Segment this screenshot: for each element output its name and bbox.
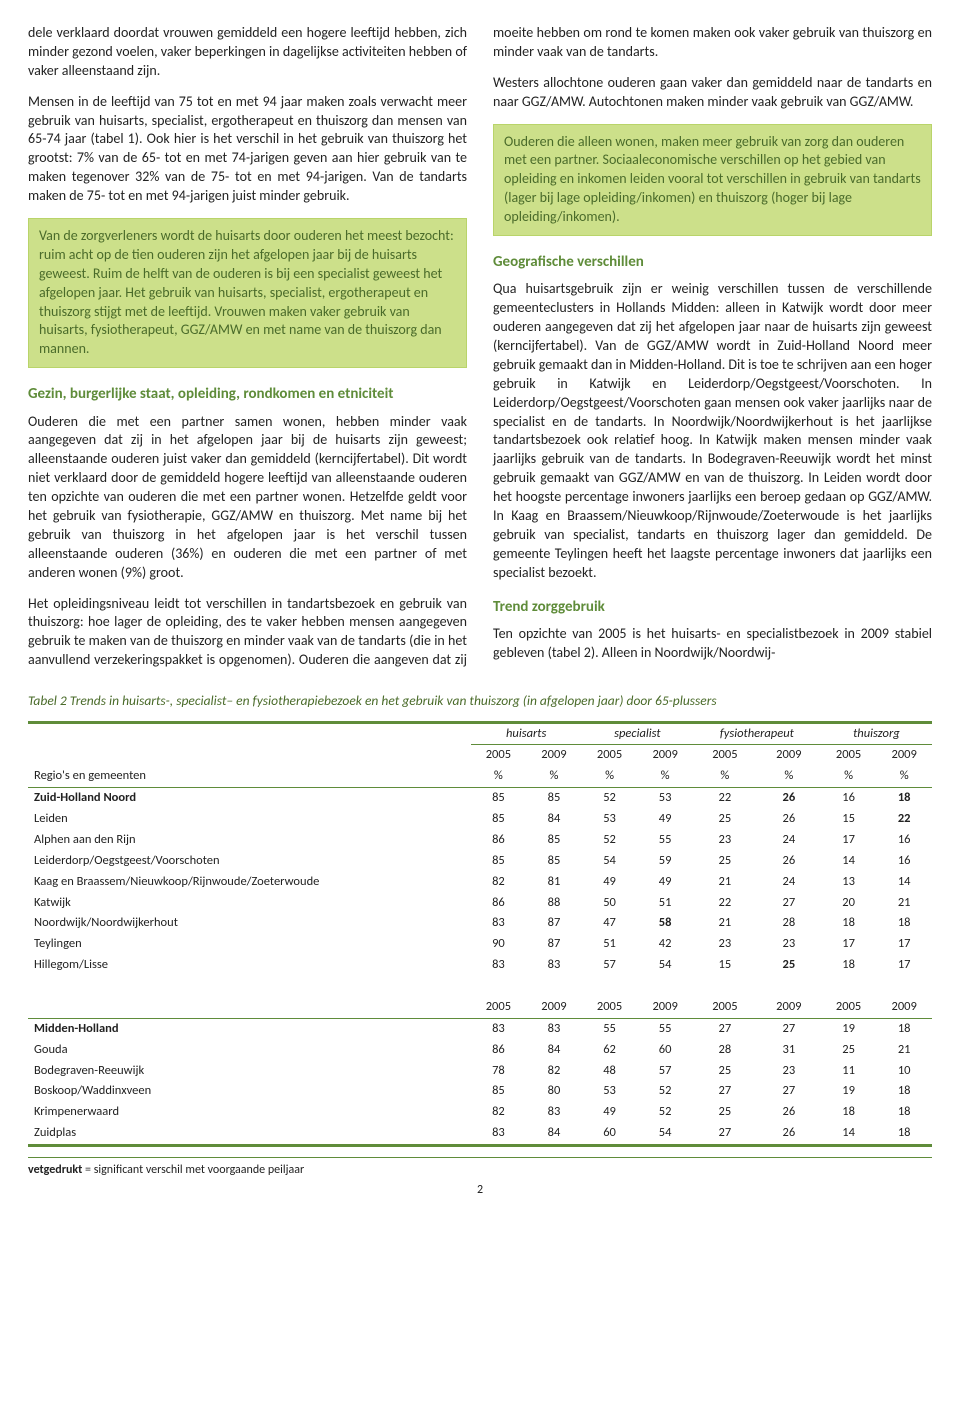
paragraph: Ten opzichte van 2005 is het huisarts- e… — [493, 625, 932, 663]
page-number: 2 — [28, 1182, 932, 1198]
paragraph: dele verklaard doordat vrouwen gemiddeld… — [28, 24, 467, 81]
footnote-text: = significant verschil met voorgaande pe… — [82, 1163, 304, 1177]
paragraph: Mensen in de leeftijd van 75 tot en met … — [28, 93, 467, 206]
table-footnote: vetgedrukt = significant verschil met vo… — [28, 1157, 932, 1178]
section-heading: Gezin, burgerlijke staat, opleiding, ron… — [28, 384, 467, 404]
paragraph: Westers allochtone ouderen gaan vaker da… — [493, 74, 932, 112]
paragraph: Qua huisartsgebruik zijn er weinig versc… — [493, 280, 932, 582]
callout-box: Van de zorgverleners wordt de huisarts d… — [28, 218, 467, 368]
data-table: huisartsspecialistfysiotherapeutthuiszor… — [28, 721, 932, 1148]
table-caption: Tabel 2 Trends in huisarts-, specialist–… — [28, 692, 932, 710]
paragraph: Ouderen die met een partner samen wonen,… — [28, 413, 467, 583]
text-columns: dele verklaard doordat vrouwen gemiddeld… — [28, 24, 932, 672]
section-heading: Geografische verschillen — [493, 252, 932, 272]
footnote-bold: vetgedrukt — [28, 1163, 82, 1177]
section-heading: Trend zorggebruik — [493, 597, 932, 617]
callout-box: Ouderen die alleen wonen, maken meer geb… — [493, 124, 932, 236]
